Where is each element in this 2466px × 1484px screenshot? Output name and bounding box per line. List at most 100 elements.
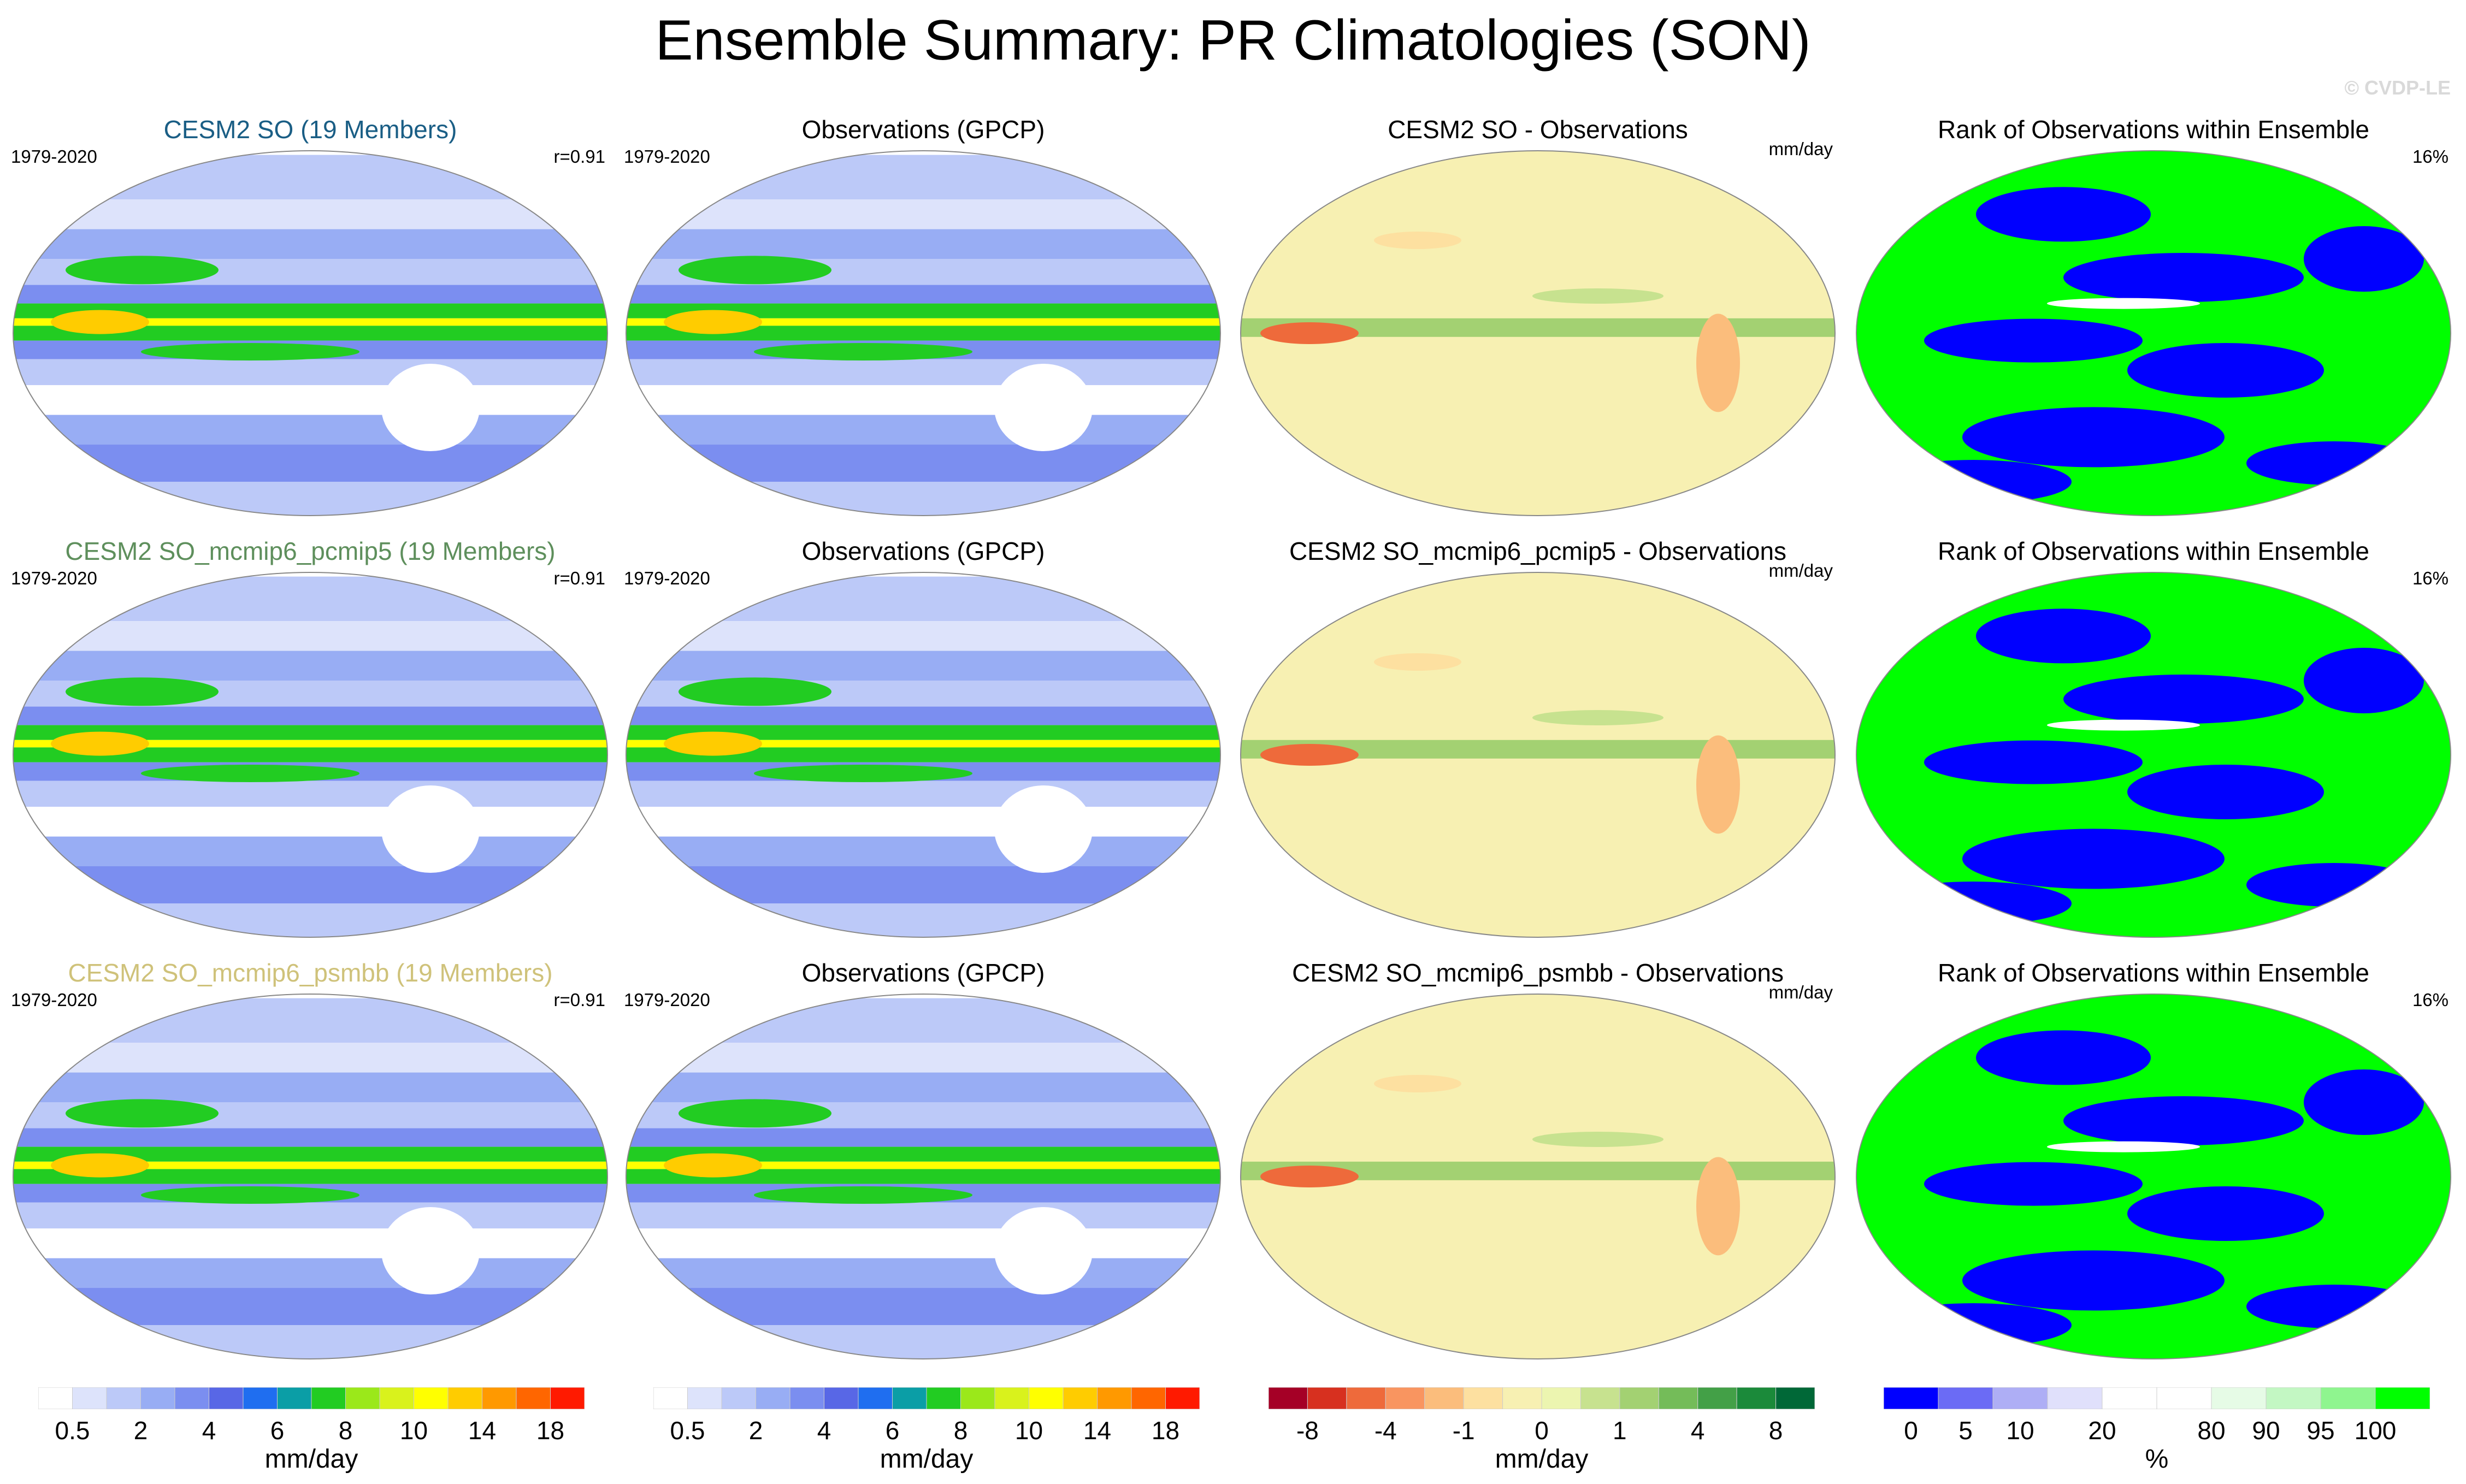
rank-map bbox=[1856, 150, 2451, 516]
obs-map bbox=[626, 994, 1221, 1359]
obs-map-panel bbox=[623, 147, 1224, 519]
model-stat: r=0.91 bbox=[553, 146, 606, 167]
model-map-panel bbox=[10, 569, 611, 941]
precip-model-swatch bbox=[550, 1387, 585, 1409]
rank-swatch bbox=[1938, 1387, 1993, 1409]
model-period: 1979-2020 bbox=[11, 146, 97, 167]
rank-panel-title: Rank of Observations within Ensemble bbox=[1937, 115, 2370, 144]
difference-swatch bbox=[1307, 1387, 1347, 1409]
precip-obs-tick-label: 14 bbox=[1083, 1416, 1112, 1445]
precip-obs-swatch bbox=[756, 1387, 790, 1409]
precip-obs-swatch bbox=[1165, 1387, 1200, 1409]
model-panel-title: CESM2 SO_mcmip6_psmbb (19 Members) bbox=[68, 959, 553, 987]
diff-panel-title: CESM2 SO_mcmip6_psmbb - Observations bbox=[1292, 959, 1784, 987]
diff-map bbox=[1240, 150, 1836, 516]
diff-panel-title: CESM2 SO - Observations bbox=[1388, 115, 1688, 144]
precip-model-swatch bbox=[311, 1387, 346, 1409]
precip-obs-swatch bbox=[721, 1387, 756, 1409]
precip-model-units: mm/day bbox=[264, 1445, 358, 1474]
model-stat: r=0.91 bbox=[553, 990, 606, 1010]
model-map bbox=[13, 150, 608, 516]
rank-stat: 16% bbox=[2412, 568, 2449, 588]
obs-panel-title: Observations (GPCP) bbox=[801, 115, 1045, 144]
precip-model-tick-label: 2 bbox=[133, 1416, 148, 1445]
rank-stat: 16% bbox=[2412, 146, 2449, 167]
difference-swatch bbox=[1502, 1387, 1542, 1409]
precip-obs-units: mm/day bbox=[880, 1445, 974, 1474]
precip-model-tick-label: 8 bbox=[338, 1416, 353, 1445]
precip-model-swatch bbox=[106, 1387, 141, 1409]
difference-swatch bbox=[1346, 1387, 1386, 1409]
precip-obs-swatch bbox=[926, 1387, 961, 1409]
rank-units: % bbox=[2145, 1445, 2169, 1474]
precip-obs-tick-label: 2 bbox=[748, 1416, 763, 1445]
obs-period: 1979-2020 bbox=[624, 990, 710, 1010]
obs-panel-title: Observations (GPCP) bbox=[801, 959, 1045, 987]
difference-tick-label: 4 bbox=[1690, 1416, 1705, 1445]
rank-colorbar bbox=[1884, 1387, 2430, 1409]
obs-map-panel bbox=[623, 569, 1224, 941]
precip-obs-swatch bbox=[1063, 1387, 1098, 1409]
precip-model-tick-label: 0.5 bbox=[55, 1416, 90, 1445]
rank-tick-label: 5 bbox=[1958, 1416, 1973, 1445]
difference-tick-label: -4 bbox=[1374, 1416, 1397, 1445]
rank-tick-label: 90 bbox=[2252, 1416, 2280, 1445]
difference-swatch bbox=[1658, 1387, 1698, 1409]
obs-map bbox=[626, 150, 1221, 516]
difference-colorbar bbox=[1269, 1387, 1815, 1409]
precip-model-swatch bbox=[277, 1387, 312, 1409]
precip-obs-swatch bbox=[1029, 1387, 1064, 1409]
rank-tick-label: 95 bbox=[2306, 1416, 2335, 1445]
diff-units: mm/day bbox=[1768, 560, 1833, 581]
diff-units: mm/day bbox=[1768, 139, 1833, 159]
difference-swatch bbox=[1697, 1387, 1737, 1409]
rank-stat: 16% bbox=[2412, 990, 2449, 1010]
model-map-panel bbox=[10, 991, 611, 1362]
rank-swatch bbox=[2320, 1387, 2376, 1409]
rank-swatch bbox=[2102, 1387, 2157, 1409]
difference-tick-label: 0 bbox=[1535, 1416, 1549, 1445]
precip-model-swatch bbox=[72, 1387, 107, 1409]
model-period: 1979-2020 bbox=[11, 990, 97, 1010]
precip-model-tick-label: 10 bbox=[399, 1416, 428, 1445]
model-stat: r=0.91 bbox=[553, 568, 606, 588]
precip-model-tick-label: 18 bbox=[536, 1416, 565, 1445]
rank-map bbox=[1856, 572, 2451, 938]
diff-units: mm/day bbox=[1768, 982, 1833, 1002]
difference-swatch bbox=[1775, 1387, 1815, 1409]
model-panel-title: CESM2 SO_mcmip6_pcmip5 (19 Members) bbox=[65, 537, 556, 565]
precip-obs-swatch bbox=[824, 1387, 859, 1409]
figure-title: Ensemble Summary: PR Climatologies (SON) bbox=[655, 9, 1811, 72]
precip-obs-colorbar bbox=[653, 1387, 1200, 1409]
rank-map-panel bbox=[1853, 147, 2454, 519]
precip-model-colorbar bbox=[38, 1387, 585, 1409]
model-panel-title: CESM2 SO (19 Members) bbox=[163, 115, 457, 144]
rank-swatch bbox=[1884, 1387, 1939, 1409]
rank-map-panel bbox=[1853, 991, 2454, 1362]
rank-tick-label: 20 bbox=[2088, 1416, 2116, 1445]
precip-model-swatch bbox=[414, 1387, 449, 1409]
obs-period: 1979-2020 bbox=[624, 146, 710, 167]
rank-panel-title: Rank of Observations within Ensemble bbox=[1937, 959, 2370, 987]
precip-model-swatch bbox=[379, 1387, 414, 1409]
rank-swatch bbox=[2047, 1387, 2103, 1409]
precip-model-tick-label: 6 bbox=[270, 1416, 285, 1445]
difference-swatch bbox=[1269, 1387, 1308, 1409]
diff-map bbox=[1240, 572, 1836, 938]
rank-swatch bbox=[1992, 1387, 2048, 1409]
precip-obs-tick-label: 6 bbox=[885, 1416, 900, 1445]
precip-obs-swatch bbox=[789, 1387, 824, 1409]
precip-model-swatch bbox=[516, 1387, 551, 1409]
difference-swatch bbox=[1580, 1387, 1620, 1409]
difference-units: mm/day bbox=[1495, 1445, 1589, 1474]
rank-tick-label: 80 bbox=[2197, 1416, 2226, 1445]
diff-panel-title: CESM2 SO_mcmip6_pcmip5 - Observations bbox=[1289, 537, 1787, 565]
rank-tick-label: 0 bbox=[1904, 1416, 1918, 1445]
precip-model-swatch bbox=[174, 1387, 209, 1409]
precip-obs-swatch bbox=[653, 1387, 688, 1409]
rank-swatch bbox=[2266, 1387, 2321, 1409]
difference-swatch bbox=[1463, 1387, 1503, 1409]
obs-period: 1979-2020 bbox=[624, 568, 710, 588]
precip-obs-tick-label: 10 bbox=[1014, 1416, 1043, 1445]
rank-map bbox=[1856, 994, 2451, 1359]
